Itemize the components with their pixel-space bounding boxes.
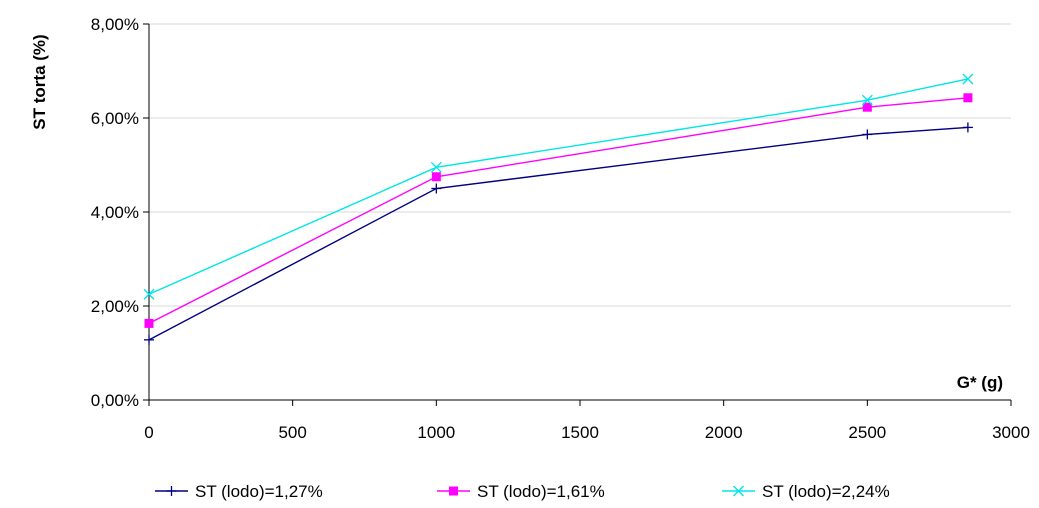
x-marker: [861, 94, 873, 106]
plus-marker: [166, 486, 177, 496]
legend-item: ST (lodo)=1,61%: [437, 482, 605, 501]
legend-label: ST (lodo)=1,61%: [477, 482, 605, 501]
y-tick-label: 4,00%: [91, 203, 139, 222]
x-axis-title: G* (g): [957, 373, 1003, 392]
plus-marker: [962, 122, 973, 133]
square-marker: [144, 318, 154, 328]
x-marker: [143, 288, 155, 300]
square-marker: [449, 486, 458, 496]
x-tick-label: 500: [278, 423, 306, 442]
square-marker: [431, 172, 441, 182]
x-tick-label: 0: [144, 423, 153, 442]
x-marker: [962, 73, 974, 85]
x-marker: [430, 161, 442, 173]
square-marker: [963, 93, 973, 103]
x-tick-label: 1500: [561, 423, 599, 442]
series-2: [144, 93, 973, 328]
plus-marker: [431, 183, 442, 194]
legend-item: ST (lodo)=1,27%: [155, 482, 323, 501]
series-line: [148, 126, 968, 341]
tick-labels: 0,00% 2,00% 4,00% 6,00% 8,00% 0 500 1000 1500 200…: [91, 15, 1030, 442]
square-marker: [862, 102, 872, 112]
x-tick-label: 1000: [417, 423, 455, 442]
x-tick-label: 2000: [705, 423, 743, 442]
series-line: [148, 97, 968, 325]
plus-marker: [144, 334, 154, 345]
y-tick-label: 8,00%: [91, 15, 139, 34]
legend-label: ST (lodo)=2,24%: [762, 482, 890, 501]
series-3: [143, 73, 974, 300]
x-marker: [733, 485, 744, 497]
legend-label: ST (lodo)=1,27%: [195, 482, 323, 501]
y-tick-label: 6,00%: [91, 109, 139, 128]
x-tick-label: 2500: [848, 423, 886, 442]
legend: ST (lodo)=1,27% ST (lodo)=1,61% ST (lodo)=…: [155, 482, 890, 501]
series-line: [148, 78, 969, 295]
plus-marker: [862, 129, 873, 140]
series-1: [144, 122, 973, 345]
y-axis-title: ST torta (%): [30, 34, 49, 129]
series-group: [143, 73, 974, 345]
y-tick-label: 0,00%: [91, 391, 139, 410]
gridlines: [149, 23, 1011, 307]
legend-item: ST (lodo)=2,24%: [722, 482, 890, 501]
y-tick-label: 2,00%: [91, 297, 139, 316]
x-tick-label: 3000: [992, 423, 1030, 442]
axes: [143, 23, 1012, 406]
